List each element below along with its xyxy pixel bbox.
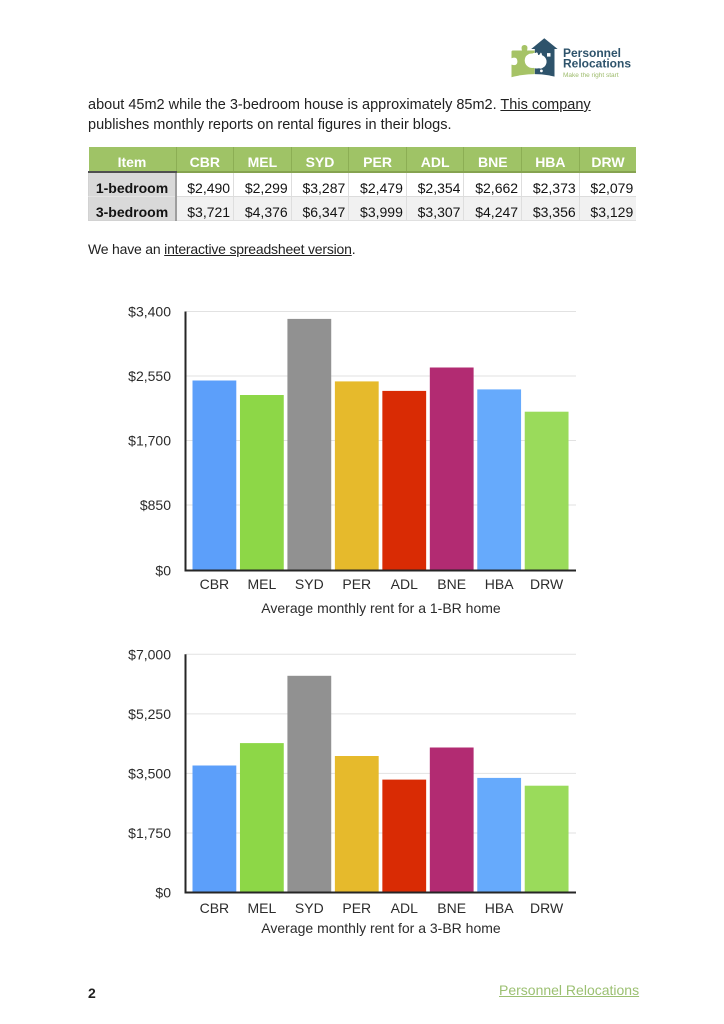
- svg-text:PER: PER: [342, 900, 371, 916]
- svg-text:Make the right start: Make the right start: [563, 72, 619, 79]
- svg-text:MEL: MEL: [247, 900, 276, 916]
- svg-text:DRW: DRW: [530, 576, 564, 592]
- svg-text:$2,550: $2,550: [128, 368, 171, 384]
- svg-text:$3,400: $3,400: [128, 304, 171, 320]
- svg-text:HBA: HBA: [485, 900, 514, 916]
- svg-text:ADL: ADL: [391, 900, 418, 916]
- svg-text:$7,000: $7,000: [128, 646, 171, 662]
- svg-text:$5,250: $5,250: [128, 706, 171, 722]
- svg-text:PER: PER: [342, 576, 371, 592]
- svg-text:DRW: DRW: [530, 900, 564, 916]
- svg-text:Average monthly rent for a 1-B: Average monthly rent for a 1-BR home: [261, 600, 501, 616]
- svg-text:$850: $850: [140, 497, 171, 513]
- svg-text:HBA: HBA: [485, 576, 514, 592]
- svg-text:BNE: BNE: [437, 900, 466, 916]
- svg-text:MEL: MEL: [247, 576, 276, 592]
- svg-text:$1,700: $1,700: [128, 433, 171, 449]
- svg-text:CBR: CBR: [200, 900, 230, 916]
- svg-text:Average monthly rent for a 3-B: Average monthly rent for a 3-BR home: [261, 920, 501, 936]
- svg-text:CBR: CBR: [200, 576, 230, 592]
- svg-text:Relocations: Relocations: [563, 56, 631, 70]
- svg-text:ADL: ADL: [391, 576, 418, 592]
- svg-text:$1,750: $1,750: [128, 825, 171, 841]
- svg-text:Personnel: Personnel: [563, 46, 621, 60]
- svg-text:$0: $0: [155, 885, 171, 901]
- svg-text:SYD: SYD: [295, 900, 324, 916]
- svg-text:$3,500: $3,500: [128, 765, 171, 781]
- svg-text:SYD: SYD: [295, 576, 324, 592]
- svg-text:$0: $0: [155, 563, 171, 579]
- svg-text:BNE: BNE: [437, 576, 466, 592]
